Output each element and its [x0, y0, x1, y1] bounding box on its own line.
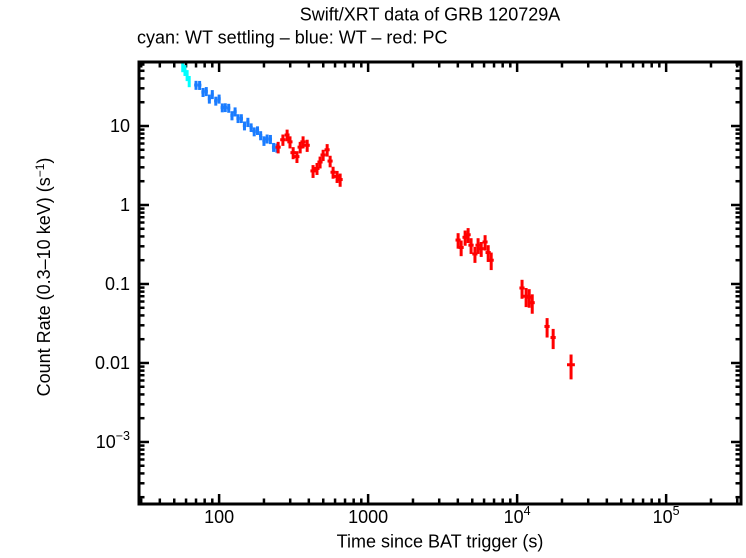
y-tick-label: 0.1: [105, 274, 130, 294]
series-wt-settling: [181, 63, 191, 88]
series-wt: [194, 80, 279, 153]
series-pc: [275, 129, 575, 380]
x-tick-label: 104: [504, 504, 531, 527]
y-tick-label: 10: [110, 116, 130, 136]
chart-legend-subtitle: cyan: WT settling – blue: WT – red: PC: [137, 27, 448, 48]
x-tick-label: 1000: [348, 507, 388, 527]
y-tick-label: 0.01: [95, 353, 130, 373]
x-tick-label: 105: [653, 504, 680, 527]
axis-ticks: [139, 63, 740, 503]
plot-frame: [137, 60, 743, 506]
x-axis-label: Time since BAT trigger (s): [336, 531, 544, 552]
y-tick-label: 10−3: [96, 429, 130, 452]
chart-title: Swift/XRT data of GRB 120729A: [299, 4, 561, 25]
axis-tick-labels: 100 1000 104 105 10 1 0.1 0.01 10−3: [95, 116, 680, 527]
y-tick-label: 1: [120, 195, 130, 215]
x-tick-label: 100: [204, 507, 234, 527]
